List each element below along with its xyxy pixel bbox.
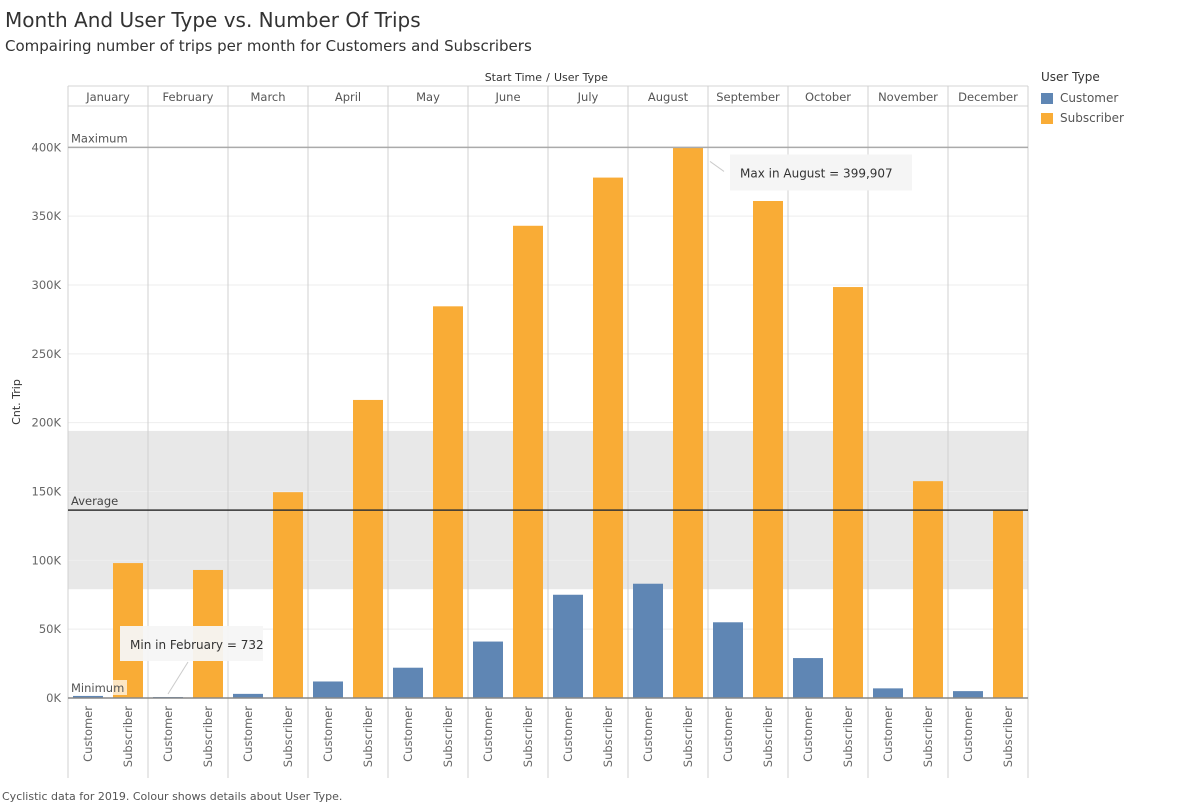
x-tick-label: Customer	[481, 706, 495, 762]
header-axis-separator: /	[546, 71, 550, 84]
minimum-label-bg	[69, 680, 127, 695]
footer-note: Cyclistic data for 2019. Colour shows de…	[2, 790, 343, 803]
bar-subscriber	[433, 306, 463, 698]
x-tick-label: Subscriber	[361, 706, 375, 768]
max-annotation-text: Max in August = 399,907	[740, 166, 893, 180]
minimum-label: Minimum	[71, 681, 124, 695]
month-label: June	[494, 90, 520, 104]
legend-swatch-subscriber	[1041, 112, 1053, 124]
x-tick-label: Customer	[561, 706, 575, 762]
month-label: August	[648, 90, 689, 104]
legend-title: User Type	[1041, 70, 1100, 84]
y-tick-label: 350K	[32, 209, 62, 223]
month-label: April	[335, 90, 361, 104]
bar-customer	[633, 583, 663, 698]
bar-customer	[793, 658, 823, 698]
y-tick-label: 0K	[46, 691, 61, 705]
month-label: May	[416, 90, 440, 104]
month-label: December	[958, 90, 1018, 104]
x-tick-label: Subscriber	[601, 706, 615, 768]
legend: User Type Customer Subscriber	[1041, 70, 1124, 128]
bar-customer	[393, 667, 423, 698]
x-tick-label: Subscriber	[921, 706, 935, 768]
x-tick-label: Subscriber	[281, 706, 295, 768]
header-axis-label: Start Time	[485, 71, 543, 84]
bar-subscriber	[833, 287, 863, 698]
x-tick-label: Subscriber	[1001, 706, 1015, 768]
bar-customer	[873, 688, 903, 698]
bar-subscriber	[353, 399, 383, 698]
x-tick-label: Customer	[721, 706, 735, 762]
x-tick-label: Customer	[241, 706, 255, 762]
x-tick-label: Subscriber	[521, 706, 535, 768]
bar-subscriber	[513, 225, 543, 699]
x-tick-label: Customer	[401, 706, 415, 762]
bar-customer	[953, 691, 983, 698]
x-tick-label: Customer	[161, 706, 175, 762]
y-tick-label: 200K	[32, 416, 62, 430]
y-tick-label: 400K	[32, 140, 62, 154]
y-axis-title: Cnt. Trip	[10, 379, 23, 425]
bar-customer	[233, 693, 263, 698]
legend-item-customer[interactable]: Customer	[1041, 88, 1124, 108]
x-tick-label: Customer	[641, 706, 655, 762]
x-tick-label: Customer	[881, 706, 895, 762]
legend-item-subscriber[interactable]: Subscriber	[1041, 108, 1124, 128]
x-tick-label: Customer	[321, 706, 335, 762]
bar-subscriber	[273, 492, 303, 698]
month-label: October	[805, 90, 851, 104]
max-annotation-box	[730, 154, 912, 191]
bar-subscriber	[913, 481, 943, 698]
y-tick-label: 300K	[32, 278, 62, 292]
bar-customer	[73, 695, 103, 698]
y-tick-label: 150K	[32, 484, 62, 498]
max-annotation-leader	[709, 161, 725, 172]
y-tick-label: 100K	[32, 553, 62, 567]
bar-chart: Start Time / User Type January February March…	[10, 71, 1029, 778]
month-label: November	[878, 90, 938, 104]
month-label: February	[163, 90, 214, 104]
x-tick-label: Customer	[81, 706, 95, 762]
bar-subscriber	[993, 510, 1023, 698]
chart-title: Month And User Type vs. Number Of Trips	[5, 8, 421, 32]
header-axis-label-2: User Type	[554, 71, 608, 84]
y-tick-label: 250K	[32, 347, 62, 361]
legend-label-customer: Customer	[1060, 91, 1119, 105]
min-annotation-leader	[167, 661, 189, 695]
bar-subscriber	[673, 147, 703, 698]
x-tick-label: Customer	[801, 706, 815, 762]
x-tick-label: Subscriber	[201, 706, 215, 768]
x-tick-label: Customer	[961, 706, 975, 762]
bar-customer	[313, 681, 343, 698]
legend-swatch-customer	[1041, 92, 1053, 104]
bar-customer	[473, 641, 503, 698]
legend-label-subscriber: Subscriber	[1060, 111, 1124, 125]
bar-customer	[553, 594, 583, 698]
min-annotation-box	[120, 626, 263, 661]
x-tick-label: Subscriber	[761, 706, 775, 768]
month-label: March	[250, 90, 285, 104]
month-label: July	[577, 90, 599, 104]
average-label: Average	[71, 494, 118, 508]
bar-subscriber	[593, 177, 623, 698]
y-tick-label: 50K	[39, 622, 62, 636]
min-annotation-text: Min in February = 732	[130, 638, 264, 652]
x-tick-label: Subscriber	[681, 706, 695, 768]
bar-customer	[713, 622, 743, 698]
x-tick-label: Subscriber	[441, 706, 455, 768]
month-label: September	[716, 90, 780, 104]
x-tick-label: Subscriber	[841, 706, 855, 768]
maximum-label: Maximum	[71, 131, 128, 145]
month-label: January	[85, 90, 130, 104]
bar-subscriber	[753, 200, 783, 698]
x-tick-label: Subscriber	[121, 706, 135, 768]
chart-subtitle: Compairing number of trips per month for…	[5, 37, 532, 55]
